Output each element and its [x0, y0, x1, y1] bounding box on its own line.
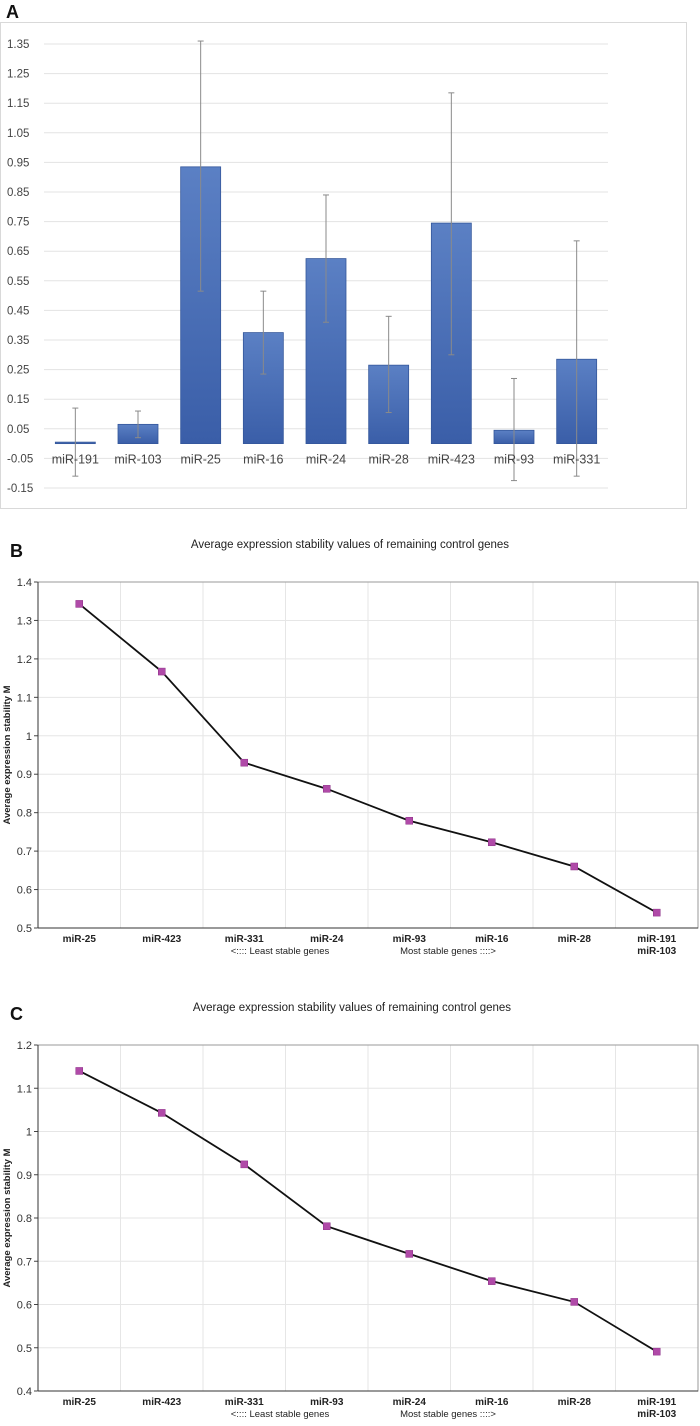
x-category-label-a: miR-93 — [494, 453, 534, 467]
panel-a-letter: A — [6, 2, 19, 22]
x-category-label-a: miR-103 — [114, 453, 161, 467]
marker-miR-191 — [653, 908, 661, 917]
line-chart-c: 1.2 1.1 1 0.9 0.8 0.7 0.6 0.5 0.4 Average express… — [2, 1040, 699, 1420]
y-tick-label-c: 0.4 — [17, 1386, 32, 1398]
y-tick-label-c: 0.8 — [17, 1213, 32, 1225]
y-tick-label-b: 0.6 — [17, 885, 32, 897]
y-tick-label-a: 0.55 — [7, 276, 29, 288]
x-category-label-a: miR-191 — [52, 453, 99, 467]
y-tick-label-b: 0.8 — [17, 808, 32, 820]
x-category-label-c: miR-331 — [225, 1397, 264, 1408]
y-tick-label-a: 1.05 — [7, 128, 29, 140]
marker-miR-24 — [323, 785, 331, 793]
y-tick-label-a: 0.15 — [7, 394, 29, 406]
x-category-label-c: miR-16 — [475, 1397, 509, 1408]
y-tick-label-a: 0.85 — [7, 187, 29, 199]
y-tick-label-a: 1.35 — [7, 39, 29, 51]
marker-miR-191 — [653, 1347, 661, 1356]
x-category-label-a: miR-28 — [369, 453, 409, 467]
x-category-label-a: miR-423 — [428, 453, 475, 467]
least-stable-label-c: <:::: Least stable genes — [231, 1409, 330, 1420]
marker-miR-24 — [405, 1250, 413, 1258]
y-axis-label-b: Average expression stability M — [2, 685, 13, 824]
y-tick-label-b: 0.5 — [17, 923, 32, 935]
x-category-label-c: miR-191 — [637, 1397, 676, 1408]
panel-b-letter: B — [10, 541, 23, 561]
bar-chart-a: 1.35 1.25 1.15 1.05 0.95 0.85 0.75 0.65 0.55 0.45… — [7, 39, 608, 495]
marker-miR-25 — [75, 600, 83, 608]
y-tick-label-a: 1.25 — [7, 69, 29, 81]
least-stable-label-b: <:::: Least stable genes — [231, 946, 330, 957]
marker-miR-25 — [75, 1067, 83, 1075]
x-category-label-c: miR-24 — [393, 1397, 427, 1408]
panel-c-letter: C — [10, 1004, 23, 1024]
x-category-label-b: miR-25 — [63, 934, 97, 945]
y-tick-label-b: 1.2 — [17, 654, 32, 666]
y-tick-label-c: 0.5 — [17, 1343, 32, 1355]
series-line-b — [78, 603, 658, 914]
x-category-label-c: miR-93 — [310, 1397, 344, 1408]
x-category-label-c: miR-103 — [637, 1409, 676, 1420]
marker-miR-331 — [240, 1160, 248, 1169]
y-tick-label-b: 1.3 — [17, 615, 32, 627]
x-category-label-a: miR-25 — [181, 453, 221, 467]
marker-miR-16 — [488, 1277, 496, 1285]
marker-miR-331 — [240, 758, 248, 767]
series-line-c — [78, 1070, 658, 1353]
y-tick-label-c: 0.9 — [17, 1170, 32, 1182]
x-category-label-b: miR-16 — [475, 934, 509, 945]
y-tick-label-a: 0.25 — [7, 365, 29, 377]
y-tick-label-a: 1.15 — [7, 98, 29, 110]
y-tick-label-c: 1 — [26, 1127, 32, 1139]
y-tick-label-b: 0.9 — [17, 769, 32, 781]
y-tick-label-a: 0.35 — [7, 335, 29, 347]
y-tick-label-c: 1.1 — [17, 1083, 32, 1095]
x-category-label-a: miR-24 — [306, 453, 346, 467]
y-tick-label-a: 0.95 — [7, 157, 29, 169]
y-tick-label-c: 0.6 — [17, 1300, 32, 1312]
y-tick-label-c: 0.7 — [17, 1256, 32, 1268]
x-category-label-a: miR-331 — [553, 453, 600, 467]
line-chart-b: 1.4 1.3 1.2 1.1 1 0.9 0.8 0.7 0.6 0.5 Average expr… — [2, 577, 699, 957]
chart-b-title: Average expression stability values of r… — [191, 539, 509, 551]
x-category-label-b: miR-191 — [637, 934, 676, 945]
x-category-label-b: miR-93 — [393, 934, 427, 945]
y-tick-label-b: 1.1 — [17, 692, 32, 704]
x-category-label-c: miR-28 — [558, 1397, 592, 1408]
y-tick-label-b: 1.4 — [17, 577, 32, 589]
x-category-label-b: miR-423 — [142, 934, 181, 945]
marker-miR-93 — [323, 1222, 331, 1230]
y-tick-label-a: 0.45 — [7, 305, 29, 317]
x-category-label-c: miR-423 — [142, 1397, 181, 1408]
x-category-label-b: miR-28 — [558, 934, 592, 945]
chart-c-title: Average expression stability values of r… — [193, 1002, 511, 1014]
y-tick-label-c: 1.2 — [17, 1040, 32, 1052]
marker-miR-93 — [405, 816, 413, 825]
x-category-label-c: miR-25 — [63, 1397, 97, 1408]
most-stable-label-b: Most stable genes ::::> — [400, 946, 496, 957]
y-axis-label-c: Average expression stability M — [2, 1148, 13, 1287]
y-tick-label-b: 0.7 — [17, 846, 32, 858]
y-tick-label-a: -0.15 — [7, 483, 33, 495]
y-tick-label-a: -0.05 — [7, 453, 33, 465]
x-category-label-b: miR-103 — [637, 946, 676, 957]
marker-miR-28 — [570, 862, 578, 871]
y-tick-label-a: 0.65 — [7, 246, 29, 258]
y-tick-label-a: 0.75 — [7, 217, 29, 229]
marker-miR-423 — [158, 1109, 166, 1117]
x-category-label-b: miR-24 — [310, 934, 344, 945]
most-stable-label-c: Most stable genes ::::> — [400, 1409, 496, 1420]
marker-miR-423 — [158, 667, 166, 676]
y-tick-label-a: 0.05 — [7, 424, 29, 436]
x-category-label-a: miR-16 — [243, 453, 283, 467]
y-tick-label-b: 1 — [26, 731, 32, 743]
marker-miR-16 — [488, 838, 496, 847]
x-category-label-b: miR-331 — [225, 934, 264, 945]
marker-miR-28 — [570, 1298, 578, 1306]
